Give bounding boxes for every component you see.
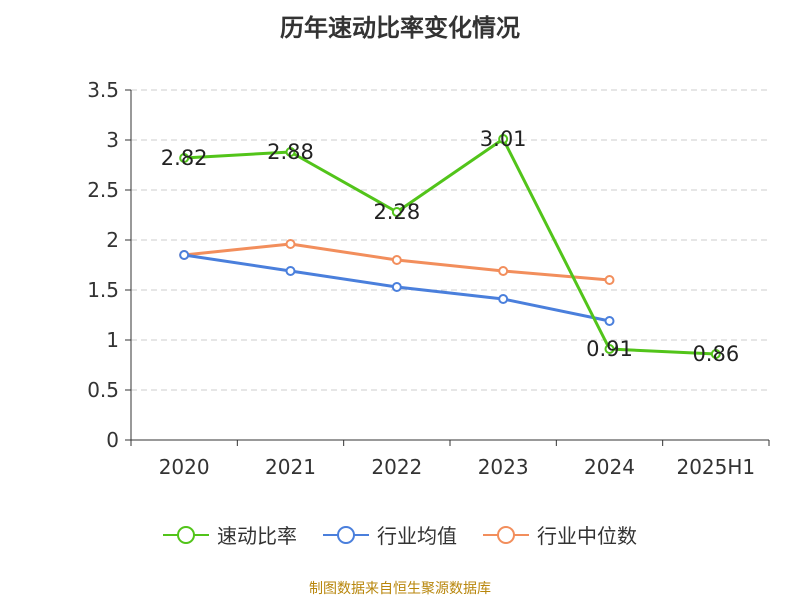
series-line xyxy=(184,137,716,356)
x-tick-label: 2020 xyxy=(159,455,210,479)
legend-item-industry-mean[interactable]: 行业均值 xyxy=(323,520,457,549)
data-label: 2.28 xyxy=(373,200,420,224)
y-tick-label: 1 xyxy=(106,328,119,352)
y-tick-label: 3 xyxy=(106,128,119,152)
data-point xyxy=(285,147,296,157)
data-point xyxy=(179,250,190,260)
data-point xyxy=(710,349,721,359)
data-label: 0.86 xyxy=(692,342,739,366)
data-label: 2.82 xyxy=(161,146,208,170)
data-label: 0.91 xyxy=(586,337,633,361)
x-tick-label: 2022 xyxy=(371,455,422,479)
data-point xyxy=(179,153,190,163)
legend-swatch-quick-ratio xyxy=(163,525,209,545)
x-tick-label: 2025H1 xyxy=(676,455,755,479)
data-point xyxy=(391,207,402,217)
source-note: 制图数据来自恒生聚源数据库 xyxy=(309,581,491,597)
data-point xyxy=(391,282,402,292)
y-tick-label: 2 xyxy=(106,228,119,252)
x-tick-label: 2024 xyxy=(584,455,635,479)
y-tick-label: 2.5 xyxy=(87,178,119,202)
legend-label-industry-mean: 行业均值 xyxy=(377,524,457,548)
legend-label-industry-median: 行业中位数 xyxy=(537,524,637,548)
data-label: 3.01 xyxy=(480,127,527,151)
legend-item-quick-ratio[interactable]: 速动比率 xyxy=(163,520,297,549)
y-tick-label: 0.5 xyxy=(87,378,119,402)
legend: 速动比率 行业均值 行业中位数 xyxy=(0,520,800,549)
data-point xyxy=(285,266,296,276)
legend-label-quick-ratio: 速动比率 xyxy=(217,524,297,548)
data-point xyxy=(498,134,509,144)
data-point xyxy=(391,255,402,265)
y-tick-label: 0 xyxy=(106,428,119,452)
data-label: 2.88 xyxy=(267,140,314,164)
data-point xyxy=(604,275,615,285)
legend-swatch-industry-median xyxy=(483,525,529,545)
x-tick-label: 2023 xyxy=(478,455,529,479)
data-point xyxy=(604,316,615,326)
legend-item-industry-median[interactable]: 行业中位数 xyxy=(483,520,637,549)
x-tick-label: 2021 xyxy=(265,455,316,479)
data-point xyxy=(285,239,296,249)
chart-title: 历年速动比率变化情况 xyxy=(280,14,520,42)
legend-swatch-industry-mean xyxy=(323,525,369,545)
y-tick-label: 1.5 xyxy=(87,278,119,302)
data-point xyxy=(498,294,509,304)
data-point xyxy=(498,266,509,276)
data-point xyxy=(604,344,615,354)
y-tick-label: 3.5 xyxy=(87,78,119,102)
